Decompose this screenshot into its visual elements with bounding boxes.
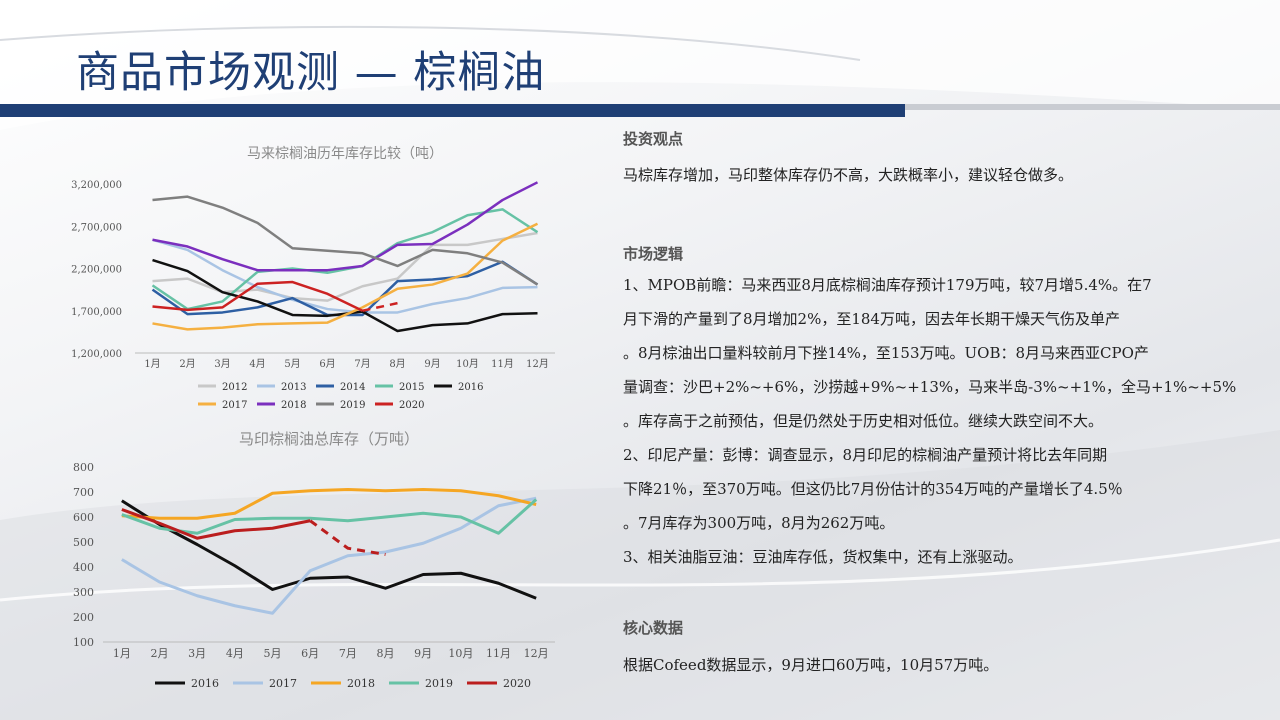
y-tick-label: 1,700,000 bbox=[71, 307, 122, 318]
logic-line: 3、相关油脂豆油：豆油库存低，货权集中，还有上涨驱动。 bbox=[623, 548, 1023, 566]
legend-label-2017: 2017 bbox=[269, 677, 297, 690]
view-text: 马棕库存增加，马印整体库存仍不高，大跌概率小，建议轻仓做多。 bbox=[623, 166, 1074, 184]
y-tick-label: 600 bbox=[73, 511, 94, 524]
view-heading: 投资观点 bbox=[623, 130, 684, 148]
x-tick-label: 9月 bbox=[424, 358, 440, 370]
series-line-2017 bbox=[121, 496, 537, 615]
x-tick-label: 8月 bbox=[389, 358, 405, 370]
chart-malaysia-indonesia-total-stock: 马印棕榈油总库存（万吨） 100 200 300 400 500 600 700 800 1月 2月… bbox=[73, 430, 555, 690]
logic-line: 。8月棕油出口量料较前月下挫14%，至153万吨。UOB：8月马来西亚CPO产 bbox=[623, 344, 1149, 362]
series-line-2018 bbox=[152, 181, 539, 272]
x-tick-label: 11月 bbox=[486, 647, 511, 660]
x-tick-label: 5月 bbox=[284, 358, 300, 370]
core-heading: 核心数据 bbox=[623, 619, 684, 637]
series-line-2019 bbox=[152, 195, 539, 286]
x-tick-label: 8月 bbox=[377, 647, 395, 660]
chart-title: 马来棕榈油历年库存比较（吨） bbox=[247, 146, 443, 162]
logic-line: 1、MPOB前瞻：马来西亚8月底棕榈油库存预计179万吨，较7月增5.4%。在7 bbox=[623, 276, 1152, 294]
legend-label-2018: 2018 bbox=[347, 677, 375, 690]
x-tick-label: 4月 bbox=[249, 358, 265, 370]
x-tick-label: 2月 bbox=[151, 647, 169, 660]
x-tick-label: 1月 bbox=[144, 358, 160, 370]
y-tick-label: 3,200,000 bbox=[71, 180, 122, 191]
x-tick-label: 10月 bbox=[448, 647, 473, 660]
x-tick-label: 10月 bbox=[456, 358, 479, 370]
y-tick-label: 200 bbox=[73, 611, 94, 624]
series-forecast-2020 bbox=[309, 519, 386, 556]
series-line-2017 bbox=[152, 222, 539, 331]
legend-label-2019: 2019 bbox=[340, 400, 365, 411]
logic-text: 1、MPOB前瞻：马来西亚8月底棕榈油库存预计179万吨，较7月增5.4%。在7… bbox=[623, 268, 1238, 574]
y-tick-label: 100 bbox=[73, 636, 94, 649]
legend-label-2016: 2016 bbox=[191, 677, 219, 690]
legend-label-2017: 2017 bbox=[222, 400, 247, 411]
y-tick-label: 2,200,000 bbox=[71, 265, 122, 276]
chart-malaysia-palm-stock: 马来棕榈油历年库存比较（吨） 1,200,000 1,700,000 2,200,00… bbox=[71, 146, 555, 411]
legend-label-2020: 2020 bbox=[399, 400, 424, 411]
series-line-2013 bbox=[152, 238, 538, 314]
series-line-2020 bbox=[121, 508, 311, 540]
logic-line: 下降21％，至370万吨。但这仍比7月份估计的354万吨的产量增长了4.5％ bbox=[623, 480, 1123, 498]
x-tick-label: 7月 bbox=[339, 647, 357, 660]
logic-line: 。7月库存为300万吨，8月为262万吨。 bbox=[623, 514, 895, 532]
x-tick-label: 3月 bbox=[188, 647, 206, 660]
logic-heading: 市场逻辑 bbox=[623, 245, 684, 263]
legend-label-2014: 2014 bbox=[340, 382, 365, 393]
y-tick-label: 800 bbox=[73, 461, 94, 474]
series-line-2012 bbox=[152, 231, 538, 302]
x-tick-label: 6月 bbox=[301, 647, 319, 660]
series-forecast-2020 bbox=[362, 301, 398, 312]
x-tick-label: 12月 bbox=[524, 647, 549, 660]
legend-label-2018: 2018 bbox=[281, 400, 306, 411]
y-tick-label: 2,700,000 bbox=[71, 222, 122, 233]
logic-line: 月下滑的产量到了8月增加2%，至184万吨，因去年长期干燥天气伤及单产 bbox=[623, 310, 1120, 328]
x-tick-label: 9月 bbox=[414, 647, 432, 660]
y-tick-label: 700 bbox=[73, 486, 94, 499]
series-line-2020 bbox=[152, 280, 364, 312]
logic-line: 量调查：沙巴+2%~+6%，沙捞越+9%~+13%，马来半岛-3%~+1%，全马… bbox=[623, 378, 1237, 396]
x-tick-label: 3月 bbox=[214, 358, 230, 370]
series-line-2016 bbox=[121, 499, 537, 600]
y-tick-label: 400 bbox=[73, 561, 94, 574]
legend-label-2019: 2019 bbox=[425, 677, 453, 690]
legend-label-2013: 2013 bbox=[281, 382, 306, 393]
core-text: 根据Cofeed数据显示，9月进口60万吨，10月57万吨。 bbox=[623, 656, 999, 674]
x-tick-label: 5月 bbox=[264, 647, 282, 660]
x-tick-label: 11月 bbox=[491, 358, 514, 370]
x-tick-label: 1月 bbox=[113, 647, 131, 660]
x-tick-label: 7月 bbox=[354, 358, 370, 370]
page-title: 商品市场观测 — 棕榈油 bbox=[76, 48, 546, 98]
legend-label-2016: 2016 bbox=[458, 382, 483, 393]
logic-line: 2、印尼产量：彭博：调查显示，8月印尼的棕榈油产量预计将比去年同期 bbox=[623, 446, 1108, 464]
title-underline-bar bbox=[0, 104, 905, 117]
x-tick-label: 12月 bbox=[526, 358, 549, 370]
chart-title: 马印棕榈油总库存（万吨） bbox=[239, 430, 419, 448]
y-tick-label: 1,200,000 bbox=[71, 349, 122, 360]
series-line-2019 bbox=[121, 498, 538, 535]
x-tick-label: 4月 bbox=[226, 647, 244, 660]
y-tick-label: 500 bbox=[73, 536, 94, 549]
x-tick-label: 2月 bbox=[179, 358, 195, 370]
legend-label-2020: 2020 bbox=[503, 677, 531, 690]
series-line-2018 bbox=[121, 488, 537, 520]
logic-line: 。库存高于之前预估，但是仍然处于历史相对低位。继续大跌空间不大。 bbox=[623, 412, 1104, 430]
x-tick-label: 6月 bbox=[319, 358, 335, 370]
series-line-2015 bbox=[151, 208, 539, 311]
legend-label-2012: 2012 bbox=[222, 382, 247, 393]
legend-label-2015: 2015 bbox=[399, 382, 424, 393]
y-tick-label: 300 bbox=[73, 586, 94, 599]
